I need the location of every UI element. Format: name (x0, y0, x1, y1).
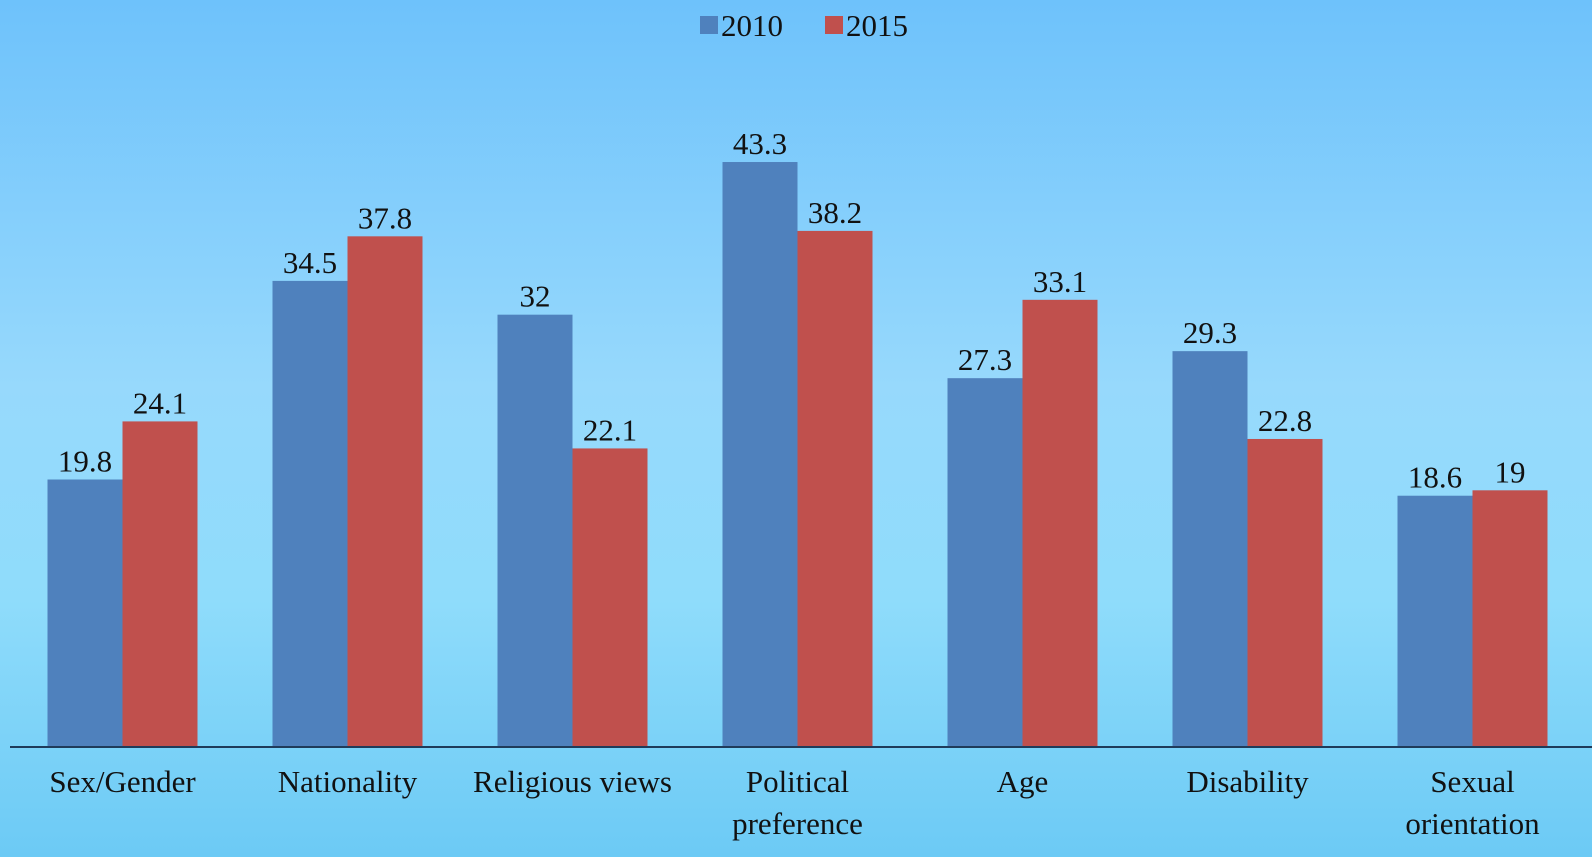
bar (572, 448, 648, 747)
bar (947, 378, 1023, 747)
x-tick-label: Political preference (732, 764, 863, 841)
bar (797, 230, 873, 748)
bar (1172, 351, 1248, 747)
legend-swatch (700, 16, 718, 34)
legend-label: 2010 (721, 8, 783, 43)
value-label: 22.8 (1258, 403, 1312, 438)
x-tick-label: Sexual orientation (1405, 764, 1540, 841)
bar (1397, 495, 1473, 747)
value-label: 18.6 (1408, 460, 1462, 495)
value-label: 19 (1495, 454, 1526, 489)
value-label: 33.1 (1033, 264, 1087, 299)
value-label: 37.8 (358, 200, 412, 235)
value-label: 32 (520, 279, 551, 314)
value-label: 24.1 (133, 385, 187, 420)
x-tick-label: Nationality (277, 764, 418, 799)
x-tick-label: Sex/Gender (49, 764, 196, 799)
legend-label: 2015 (846, 8, 908, 43)
bar (272, 280, 348, 747)
bar (1472, 490, 1548, 747)
bar (47, 479, 123, 747)
bar (1022, 299, 1098, 747)
legend-swatch (825, 16, 843, 34)
bar (1247, 438, 1323, 747)
x-tick-label: Age (996, 764, 1049, 799)
bar (722, 162, 798, 748)
bar (122, 421, 198, 747)
x-tick-label: Religious views (473, 764, 672, 799)
value-label: 19.8 (58, 444, 112, 479)
value-label: 22.1 (583, 412, 637, 447)
value-label: 29.3 (1183, 315, 1237, 350)
bar (347, 236, 423, 747)
bar (497, 314, 573, 747)
x-tick-label: Disability (1186, 764, 1309, 799)
value-label: 34.5 (283, 245, 337, 280)
value-label: 38.2 (808, 195, 862, 230)
value-label: 43.3 (733, 126, 787, 161)
value-label: 27.3 (958, 342, 1012, 377)
